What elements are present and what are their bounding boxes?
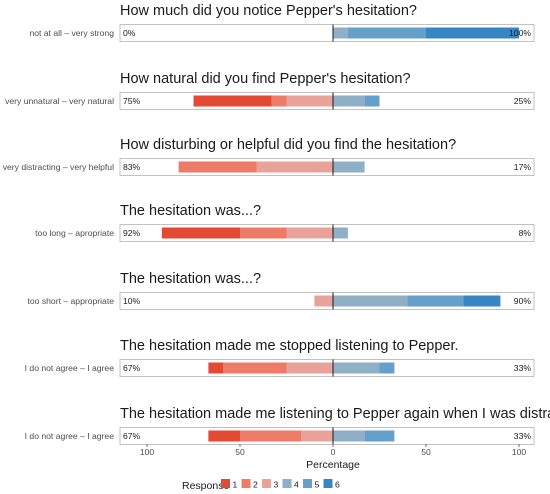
x-tick-label: 50 [421,447,431,457]
right-percentage-label: 90% [514,296,532,306]
legend-title: Response [182,480,229,492]
bar-segment-level-3 [314,295,333,307]
panel-7: The hesitation made me listening to Pepp… [25,406,550,445]
legend: Response 1 2 3 4 5 6 [182,479,340,492]
x-axis-title: Percentage [306,459,360,471]
left-percentage-label: 10% [123,296,141,306]
left-percentage-label: 83% [123,162,141,172]
right-percentage-label: 100% [509,28,531,38]
right-percentage-label: 17% [514,162,532,172]
bar-segment-level-4 [333,430,365,442]
item-label: too short – appropriate [28,296,115,306]
bar-segment-level-2 [271,95,287,107]
bar-segment-level-5 [364,95,380,107]
bar-segment-level-5 [379,362,395,374]
bar-segment-level-2 [240,227,287,239]
bar-segment-level-3 [256,161,333,173]
legend-label-6: 6 [335,480,340,490]
right-percentage-label: 33% [514,431,532,441]
bar-segment-level-4 [333,27,348,39]
legend-key-4 [282,479,292,488]
x-tick-label: 100 [140,447,155,457]
item-label: I do not agree – I agree [25,431,115,441]
item-label: not at all – very strong [29,28,114,38]
right-percentage-label: 25% [514,96,532,106]
left-percentage-label: 75% [123,96,141,106]
legend-key-3 [262,479,271,488]
bar-segment-level-2 [178,161,257,173]
panel-title: How much did you notice Pepper's hesitat… [120,3,417,19]
legend-key-6 [323,479,333,488]
legend-label-4: 4 [294,480,299,490]
bar-segment-level-2 [223,362,287,374]
item-label: I do not agree – I agree [25,363,115,373]
bar-segment-level-4 [333,161,365,173]
bar-segment-level-4 [333,295,408,307]
panel-title: How natural did you find Pepper's hesita… [120,71,411,87]
left-percentage-label: 92% [123,228,141,238]
bar-segment-level-2 [240,430,302,442]
x-tick-label: 50 [235,447,245,457]
legend-key-1 [221,479,230,488]
panel-3: How disturbing or helpful did you find t… [3,137,535,176]
bar-segment-level-3 [286,362,333,374]
bar-segment-level-5 [364,430,395,442]
panel-title: The hesitation was...? [120,271,261,287]
panel-title: The hesitation made me stopped listening… [120,338,459,354]
bar-segment-level-6 [426,27,519,39]
x-tick-label: 0 [331,447,336,457]
legend-key-2 [241,479,251,488]
left-percentage-label: 67% [123,431,141,441]
bar-segment-level-1 [208,362,224,374]
bar-segment-level-3 [286,227,333,239]
bar-segment-level-4 [333,362,380,374]
bar-segment-level-6 [463,295,501,307]
legend-label-5: 5 [315,480,320,490]
left-percentage-label: 67% [123,363,141,373]
bar-segment-level-5 [407,295,464,307]
legend-label-3: 3 [274,480,279,490]
panel-title: The hesitation made me listening to Pepp… [120,406,550,422]
bar-segment-level-1 [208,430,240,442]
legend-key-5 [303,479,312,488]
panel-5: The hesitation was...? too short – approp… [28,271,535,310]
legend-label-2: 2 [253,480,258,490]
item-label: very unnatural – very natural [5,96,114,106]
item-label: too long – apropriate [35,228,114,238]
panel-4: The hesitation was...? too long – apropri… [35,203,535,242]
bar-segment-level-1 [161,227,240,239]
legend-label-1: 1 [233,480,238,490]
panel-1: How much did you notice Pepper's hesitat… [29,3,535,42]
bar-segment-level-4 [333,227,348,239]
right-percentage-label: 33% [514,363,532,373]
panel-title: The hesitation was...? [120,203,261,219]
x-tick-label: 100 [512,447,527,457]
panel-6: The hesitation made me stopped listening… [25,338,535,377]
bar-segment-level-5 [347,27,426,39]
bar-segment-level-3 [286,95,333,107]
item-label: very distracting – very helpful [3,162,114,172]
panel-2: How natural did you find Pepper's hesita… [5,71,535,110]
bar-segment-level-3 [301,430,333,442]
left-percentage-label: 0% [123,28,136,38]
right-percentage-label: 8% [519,228,532,238]
bar-segment-level-1 [193,95,272,107]
bar-segment-level-4 [333,95,365,107]
panel-title: How disturbing or helpful did you find t… [120,137,456,153]
